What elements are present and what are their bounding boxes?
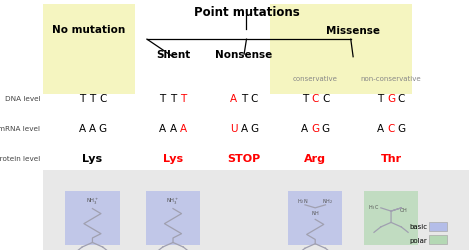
Text: Point mutations: Point mutations	[193, 6, 300, 19]
Text: A: A	[180, 124, 187, 134]
Text: $\mathsf{NH_3^+}$: $\mathsf{NH_3^+}$	[166, 196, 180, 206]
Text: T: T	[377, 94, 384, 104]
Text: T: T	[79, 94, 85, 104]
Text: mRNA level: mRNA level	[0, 126, 40, 132]
Text: C: C	[99, 94, 107, 104]
Text: Nonsense: Nonsense	[216, 50, 273, 60]
Bar	[429, 236, 447, 244]
Text: A: A	[230, 94, 237, 104]
Text: $\mathsf{NH}$: $\mathsf{NH}$	[311, 208, 319, 216]
Bar	[65, 191, 119, 245]
Text: $\mathsf{H_2N}$: $\mathsf{H_2N}$	[297, 196, 308, 205]
Text: T: T	[180, 94, 187, 104]
Bar	[288, 191, 342, 245]
Text: C: C	[398, 94, 405, 104]
Text: No mutation: No mutation	[52, 25, 126, 35]
Text: polar: polar	[410, 237, 428, 243]
Text: conservative: conservative	[293, 76, 337, 82]
Text: $\mathsf{NH_3^+}$: $\mathsf{NH_3^+}$	[86, 196, 99, 206]
Text: $\mathsf{OH}$: $\mathsf{OH}$	[399, 205, 409, 213]
Text: G: G	[250, 124, 259, 134]
Text: G: G	[397, 124, 406, 134]
Text: T: T	[89, 94, 96, 104]
Text: $\mathsf{NH_2}$: $\mathsf{NH_2}$	[322, 196, 334, 205]
Text: Lys: Lys	[163, 154, 183, 164]
Text: A: A	[169, 124, 177, 134]
Text: Silent: Silent	[156, 50, 190, 60]
Text: G: G	[311, 124, 319, 134]
Text: Arg: Arg	[304, 154, 326, 164]
Text: A: A	[377, 124, 384, 134]
Bar	[364, 191, 418, 245]
Text: Missense: Missense	[326, 26, 380, 36]
Text: C: C	[387, 124, 395, 134]
Bar	[43, 170, 469, 250]
Bar	[429, 222, 447, 231]
Text: A: A	[78, 124, 86, 134]
Text: DNA level: DNA level	[5, 96, 40, 102]
Text: A: A	[301, 124, 309, 134]
Bar	[146, 191, 200, 245]
Text: C: C	[311, 94, 319, 104]
Bar	[270, 5, 412, 95]
Text: Lys: Lys	[82, 154, 102, 164]
Text: U: U	[230, 124, 237, 134]
Text: G: G	[99, 124, 107, 134]
Text: G: G	[387, 94, 395, 104]
Text: C: C	[322, 94, 329, 104]
Text: T: T	[241, 94, 247, 104]
Text: C: C	[251, 94, 258, 104]
Text: Thr: Thr	[381, 154, 401, 164]
Text: T: T	[159, 94, 166, 104]
Bar	[43, 5, 135, 95]
Text: non-conservative: non-conservative	[361, 76, 421, 82]
Text: T: T	[170, 94, 176, 104]
Text: A: A	[159, 124, 166, 134]
Text: G: G	[321, 124, 330, 134]
Text: protein level: protein level	[0, 156, 40, 162]
Text: $\mathsf{H_3C}$: $\mathsf{H_3C}$	[368, 202, 380, 211]
Text: T: T	[301, 94, 308, 104]
Text: A: A	[240, 124, 248, 134]
Text: A: A	[89, 124, 96, 134]
Text: STOP: STOP	[228, 154, 261, 164]
Text: basic: basic	[410, 223, 428, 229]
